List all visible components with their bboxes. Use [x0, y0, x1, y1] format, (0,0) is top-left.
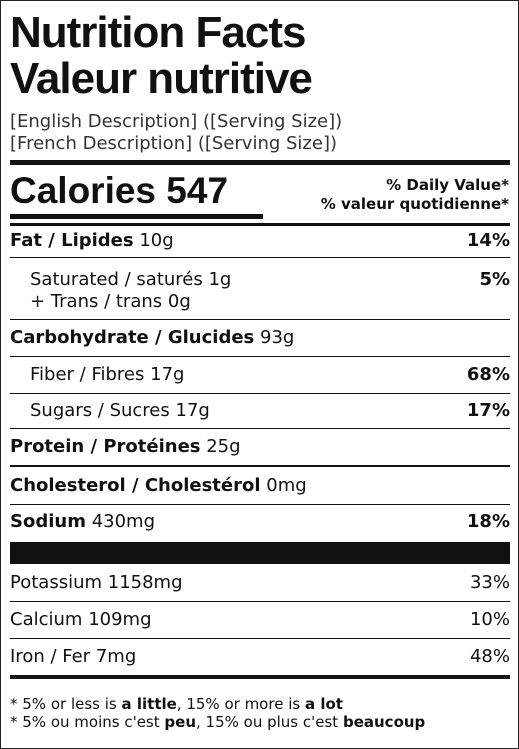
footnote-text: , 15% or more is	[176, 695, 301, 713]
footnote-bold: a little	[121, 695, 177, 713]
nutrient-amount: 10g	[139, 230, 174, 251]
dv-header-en: % Daily Value*	[386, 176, 509, 194]
nutrient-name: Fat / Lipides	[10, 230, 134, 251]
rule	[10, 465, 510, 467]
nutrient-row: Cholesterol / Cholestérol 0mg	[10, 475, 510, 497]
rule	[10, 356, 510, 357]
mineral-dv: 48%	[469, 646, 510, 667]
mineral-dv: 33%	[469, 572, 510, 593]
rule	[10, 638, 510, 639]
thick-bar	[10, 542, 510, 564]
nutrient-amount: 0mg	[266, 475, 307, 496]
nutrient-dv: 18%	[466, 511, 510, 532]
calories-label: Calories	[10, 170, 157, 211]
footnote-text: , 15% ou plus c'est	[196, 713, 339, 731]
nutrient-amount: 17g	[150, 364, 185, 385]
calories: Calories 547	[10, 171, 228, 211]
nutrient-name: Fiber / Fibres	[30, 364, 145, 385]
footnote-text: * 5% ou moins c'est	[10, 713, 160, 731]
nutrient-name: Protein / Protéines	[10, 436, 201, 457]
nutrient-row: Saturated / saturés 1g + Trans / trans 0g…	[30, 269, 510, 313]
nutrient-row: Fiber / Fibres 17g 68%	[30, 364, 510, 386]
nutrient-name: Saturated / saturés	[30, 269, 203, 290]
dv-header-fr: % valeur quotidienne*	[320, 195, 509, 213]
calories-value: 547	[166, 170, 229, 211]
nutrient-name: Carbohydrate / Glucides	[10, 327, 255, 348]
mineral-row: Potassium 1158mg 33%	[10, 572, 510, 594]
nutrient-amount: 93g	[260, 327, 295, 348]
mineral-row: Calcium 109mg 10%	[10, 609, 510, 631]
mineral-amount: 7mg	[95, 646, 137, 667]
nutrient-amount: 430mg	[91, 511, 156, 532]
title-en: Nutrition Facts	[10, 8, 306, 57]
rule	[10, 257, 510, 258]
mineral-name: Iron / Fer	[10, 646, 91, 667]
rule	[10, 675, 510, 679]
nutrient-amount: 25g	[206, 436, 241, 457]
footnote: * 5% ou moins c'est peu, 15% ou plus c'e…	[10, 713, 425, 731]
rule	[10, 393, 510, 394]
nutrient-dv: 17%	[466, 400, 510, 421]
nutrient-name: Sodium	[10, 511, 86, 532]
rule	[10, 601, 510, 602]
dv-header: % Daily Value*% valeur quotidienne*	[321, 176, 509, 214]
footnote-text: * 5% or less is	[10, 695, 117, 713]
nutrient-name: Cholesterol / Cholestérol	[10, 475, 261, 496]
rule	[10, 504, 510, 505]
mineral-amount: 109mg	[88, 609, 152, 630]
nutrient-row: Fat / Lipides 10g 14%	[10, 230, 510, 252]
title-fr: Valeur nutritive	[10, 54, 313, 103]
nutrient-dv: 68%	[466, 364, 510, 385]
mineral-dv: 10%	[469, 609, 510, 630]
nutrient-name: Sugars / Sucres	[30, 400, 170, 421]
calories-rule	[10, 214, 263, 219]
rule	[10, 223, 510, 226]
nutrient-row: Protein / Protéines 25g	[10, 436, 510, 458]
footnote-bold: beaucoup	[342, 713, 426, 731]
nutrient-extra: + Trans / trans 0g	[30, 291, 191, 312]
nutrient-row: Sodium 430mg 18%	[10, 511, 510, 533]
description: [French Description] ([Serving Size])	[10, 133, 337, 154]
rule	[10, 319, 510, 320]
nutrient-row: Carbohydrate / Glucides 93g	[10, 327, 510, 349]
rule	[10, 428, 510, 429]
nutrient-amount: 17g	[175, 400, 210, 421]
mineral-name: Calcium	[10, 609, 83, 630]
nutrient-dv: 5%	[479, 269, 510, 290]
description: [English Description] ([Serving Size])	[10, 111, 343, 132]
mineral-amount: 1158mg	[107, 572, 183, 593]
mineral-row: Iron / Fer 7mg 48%	[10, 646, 510, 668]
mineral-name: Potassium	[10, 572, 103, 593]
nutrient-amount: 1g	[208, 269, 232, 290]
nutrient-row: Sugars / Sucres 17g 17%	[30, 400, 510, 422]
rule	[10, 160, 510, 165]
nutrient-dv: 14%	[466, 230, 510, 251]
footnote: * 5% or less is a little, 15% or more is…	[10, 695, 343, 713]
footnote-bold: peu	[164, 713, 197, 731]
footnote-bold: a lot	[304, 695, 343, 713]
